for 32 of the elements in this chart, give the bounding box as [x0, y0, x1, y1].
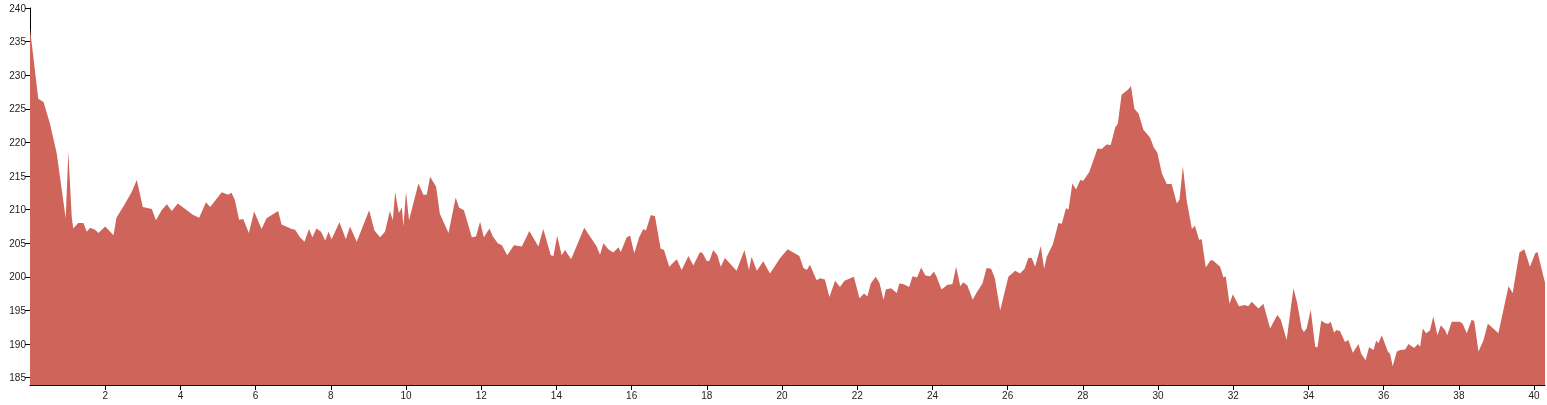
- x-tick-label: 40: [1528, 389, 1541, 401]
- y-tick-label: 240: [9, 2, 27, 14]
- x-tick-label: 4: [177, 389, 184, 401]
- y-tick-label: 235: [9, 36, 27, 48]
- y-tick-label: 195: [9, 304, 27, 316]
- x-tick-label: 24: [926, 389, 939, 401]
- x-tick-label: 8: [328, 389, 335, 401]
- x-tick-label: 2: [102, 389, 109, 401]
- y-tick-label: 200: [9, 271, 27, 283]
- x-tick-label: 34: [1302, 389, 1315, 401]
- x-tick-label: 26: [1002, 389, 1014, 401]
- x-tick-label: 14: [550, 389, 563, 401]
- x-tick-label: 6: [252, 389, 259, 401]
- y-tick-label: 220: [9, 136, 27, 148]
- y-tick-label: 225: [9, 103, 27, 115]
- y-tick-label: 190: [9, 338, 27, 350]
- x-tick-label: 22: [851, 389, 864, 401]
- x-tick-label: 20: [776, 389, 789, 401]
- x-tick-label: 28: [1077, 389, 1089, 401]
- x-tick-label: 32: [1227, 389, 1240, 401]
- y-tick-label: 205: [9, 237, 27, 249]
- y-tick-label: 215: [9, 170, 27, 182]
- x-tick-label: 38: [1453, 389, 1465, 401]
- x-tick-label: 18: [701, 389, 713, 401]
- y-tick-label: 230: [9, 69, 27, 81]
- x-tick-label: 30: [1152, 389, 1165, 401]
- x-tick-label: 16: [626, 389, 638, 401]
- x-tick-label: 10: [400, 389, 413, 401]
- x-tick-label: 12: [475, 389, 488, 401]
- y-tick-label: 210: [9, 204, 27, 216]
- y-tick-label: 185: [9, 372, 27, 384]
- x-tick-label: 36: [1378, 389, 1390, 401]
